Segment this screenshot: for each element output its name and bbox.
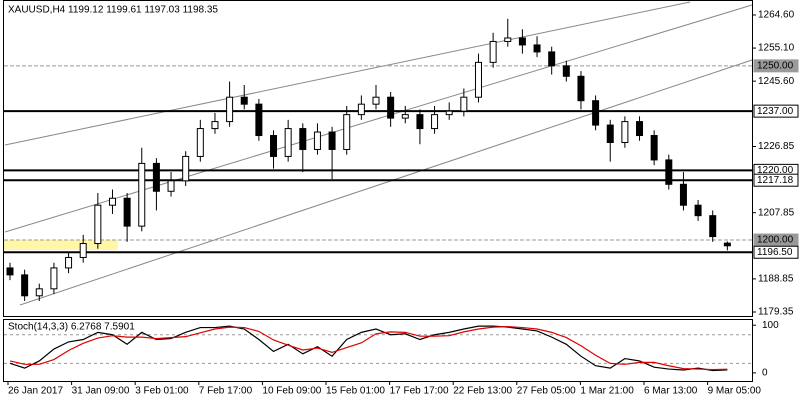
candle-body	[723, 242, 731, 247]
x-tick-label: 22 Feb 13:00	[453, 386, 512, 397]
candle-body	[211, 121, 219, 130]
channel-line	[4, 1, 691, 146]
candle-body	[431, 114, 439, 130]
stoch-panel	[3, 319, 753, 382]
y-tick-label: 100	[762, 320, 779, 331]
candle-body	[6, 267, 14, 276]
candle-body	[357, 103, 365, 116]
candle-body	[548, 51, 556, 67]
chart-title: XAUUSD,H4 1199.12 1199.61 1197.03 1198.3…	[8, 5, 218, 16]
y-tick-label: 1264.60	[758, 10, 795, 21]
y-tick-label: 0	[762, 368, 768, 379]
candle-body	[650, 135, 658, 161]
candle-body	[416, 114, 424, 130]
candle-body	[167, 180, 175, 192]
candle-body	[182, 155, 190, 182]
candle-body	[226, 96, 234, 123]
candle-body	[636, 121, 644, 137]
candle-body	[518, 37, 526, 46]
level-label: 1196.50	[757, 247, 793, 258]
y-tick-label: 1255.10	[758, 43, 795, 54]
x-tick-label: 6 Mar 13:00	[644, 386, 698, 397]
y-tick-label: 1179.35	[758, 307, 794, 318]
x-tick-label: 1 Mar 21:00	[580, 386, 634, 397]
candle-body	[387, 96, 395, 119]
candle-body	[255, 103, 263, 137]
level-label: 1237.00	[757, 106, 794, 117]
y-tick-label: 1188.85	[758, 274, 794, 285]
x-tick-label: 7 Feb 17:00	[199, 386, 253, 397]
candle-body	[621, 121, 629, 143]
candle-body	[240, 96, 248, 105]
candle-body	[533, 44, 541, 53]
level-label-box	[753, 104, 799, 118]
candle-body	[679, 183, 687, 206]
candle-body	[577, 75, 585, 102]
level-label-box	[753, 245, 799, 259]
x-tick-label: 9 Mar 05:00	[708, 386, 762, 397]
candle-body	[79, 243, 87, 258]
candle-body	[328, 131, 336, 150]
candle-body	[50, 267, 58, 290]
candle-body	[709, 215, 717, 238]
candle-body	[65, 256, 73, 269]
candle-body	[694, 204, 702, 217]
candle-body	[445, 110, 453, 116]
candle-body	[592, 100, 600, 126]
stoch-line	[9, 326, 728, 371]
candle-body	[489, 40, 497, 63]
candle-body	[606, 124, 614, 143]
candle-body	[152, 162, 160, 192]
main-panel	[3, 0, 753, 317]
y-tick-label: 1245.60	[758, 76, 795, 87]
stoch-line	[9, 325, 728, 372]
candle-body	[504, 37, 512, 42]
x-tick-label: 27 Feb 05:00	[517, 386, 576, 397]
candle-body	[108, 197, 116, 206]
channel-line	[4, 4, 753, 233]
candle-body	[343, 114, 351, 150]
candle-body	[123, 197, 131, 227]
indicator-title: Stoch(14,3,3) 6.2768 7.5901	[8, 322, 135, 333]
y-tick-label: 1226.85	[758, 141, 795, 152]
candle-body	[284, 128, 292, 157]
candle-body	[94, 204, 102, 245]
x-tick-label: 10 Feb 09:00	[262, 386, 321, 397]
candle-body	[138, 162, 146, 227]
candle-body	[35, 288, 43, 297]
y-tick-label: 1207.85	[758, 207, 795, 218]
channel-line	[19, 59, 753, 306]
level-label: 1200.00	[757, 235, 794, 246]
x-tick-label: 26 Jan 2017	[8, 386, 63, 397]
level-label: 1250.00	[757, 60, 794, 71]
level-label: 1220.00	[757, 165, 794, 176]
candle-body	[665, 159, 673, 185]
level-label: 1217.18	[757, 175, 794, 186]
candle-body	[460, 96, 468, 112]
candle-body	[313, 131, 321, 150]
highlight-zone	[4, 240, 118, 250]
candle-body	[401, 114, 409, 119]
candle-body	[21, 274, 29, 297]
x-tick-label: 3 Feb 01:00	[135, 386, 189, 397]
candle-body	[196, 128, 204, 157]
candle-body	[562, 65, 570, 77]
candle-body	[474, 61, 482, 98]
x-tick-label: 31 Jan 09:00	[72, 386, 130, 397]
level-label-box	[753, 59, 799, 73]
level-label-box	[753, 173, 799, 187]
candle-body	[299, 128, 307, 150]
x-tick-label: 17 Feb 17:00	[390, 386, 449, 397]
x-tick-label: 15 Feb 01:00	[326, 386, 385, 397]
candle-body	[270, 135, 278, 157]
candle-body	[372, 96, 380, 105]
